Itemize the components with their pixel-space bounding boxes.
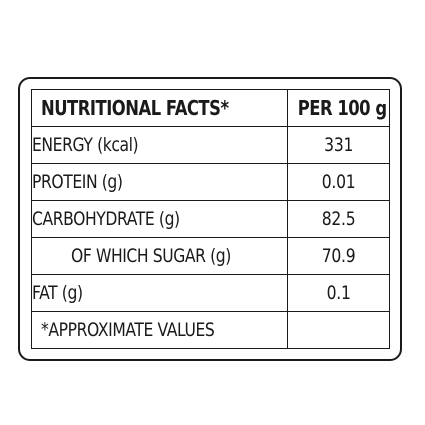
row-label-protein: PROTEIN (g) <box>31 163 288 201</box>
table-row: ENERGY (kcal) 331 <box>31 126 390 164</box>
row-label-fat: FAT (g) <box>31 274 288 312</box>
table-row: FAT (g) 0.1 <box>31 274 390 312</box>
row-label-sugar: OF WHICH SUGAR (g) <box>31 237 288 275</box>
footnote-row: *APPROXIMATE VALUES <box>31 311 390 349</box>
header-per-100g: PER 100 g <box>287 89 390 127</box>
footnote-approximate-values: *APPROXIMATE VALUES <box>31 311 288 349</box>
nutrition-facts-table: NUTRITIONAL FACTS* PER 100 g ENERGY (kca… <box>31 89 390 349</box>
header-nutritional-facts: NUTRITIONAL FACTS* <box>31 89 288 127</box>
nutrition-facts-panel: NUTRITIONAL FACTS* PER 100 g ENERGY (kca… <box>18 77 402 361</box>
row-value-carbohydrate: 82.5 <box>287 200 390 238</box>
table-row: OF WHICH SUGAR (g) 70.9 <box>31 237 390 275</box>
row-label-energy: ENERGY (kcal) <box>31 126 288 164</box>
table-row: PROTEIN (g) 0.01 <box>31 163 390 201</box>
footnote-empty-cell <box>287 311 390 349</box>
table-row: CARBOHYDRATE (g) 82.5 <box>31 200 390 238</box>
table-header-row: NUTRITIONAL FACTS* PER 100 g <box>31 89 390 127</box>
row-value-energy: 331 <box>287 126 390 164</box>
row-value-protein: 0.01 <box>287 163 390 201</box>
row-label-carbohydrate: CARBOHYDRATE (g) <box>31 200 288 238</box>
row-value-sugar: 70.9 <box>287 237 390 275</box>
row-value-fat: 0.1 <box>287 274 390 312</box>
